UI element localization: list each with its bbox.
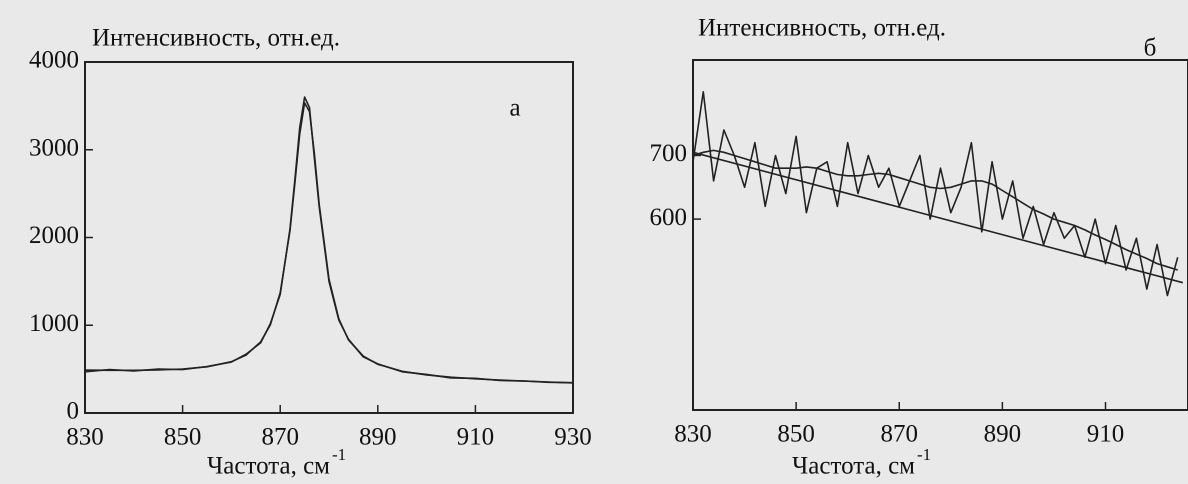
y-tick-label: 0 xyxy=(67,398,80,425)
panel-label: б xyxy=(1144,35,1157,62)
x-tick-label: 870 xyxy=(881,421,919,448)
y-tick-label: 700 xyxy=(650,140,688,167)
x-tick-label: 850 xyxy=(777,421,815,448)
x-axis-label-sup: -1 xyxy=(332,445,346,464)
plot-frame xyxy=(692,59,1188,411)
x-tick-label: 910 xyxy=(1087,421,1125,448)
y-axis-label: Интенсивность, отн.ед. xyxy=(92,25,340,52)
x-tick-label: 830 xyxy=(674,421,712,448)
x-tick-label: 890 xyxy=(359,424,397,451)
x-tick-label: 910 xyxy=(457,424,495,451)
series-line xyxy=(84,102,574,384)
y-tick-label: 4000 xyxy=(29,47,79,74)
x-tick-label: 930 xyxy=(554,424,592,451)
panel-label: а xyxy=(509,95,520,122)
x-axis-label: Частота, см xyxy=(207,453,330,480)
x-tick-label: 850 xyxy=(164,424,202,451)
x-axis-label: Частота, см xyxy=(792,453,915,480)
y-tick-label: 2000 xyxy=(29,222,79,249)
y-tick-label: 600 xyxy=(650,204,688,231)
x-tick-label: 830 xyxy=(66,424,104,451)
plot-frame xyxy=(84,61,574,414)
x-tick-label: 890 xyxy=(984,421,1022,448)
y-axis-label: Интенсивность, отн.ед. xyxy=(698,15,946,42)
y-tick-label: 3000 xyxy=(29,134,79,161)
x-axis-label-sup: -1 xyxy=(917,445,931,464)
series-line xyxy=(692,151,1184,284)
series-line xyxy=(692,149,1178,271)
x-tick-label: 870 xyxy=(261,424,299,451)
series-line xyxy=(84,96,574,384)
y-tick-label: 1000 xyxy=(29,310,79,337)
series-line xyxy=(692,91,1179,297)
